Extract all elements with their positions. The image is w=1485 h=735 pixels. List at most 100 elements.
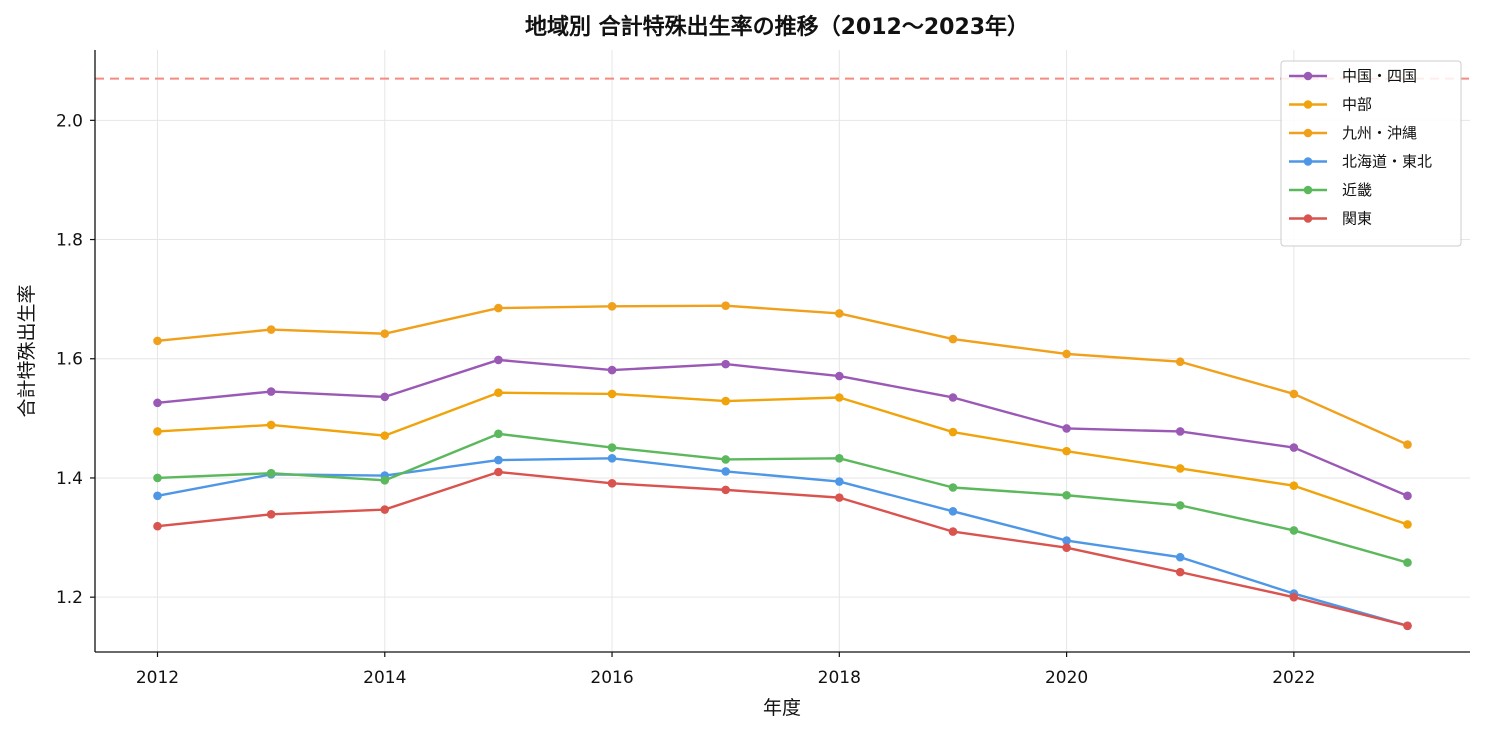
data-point	[948, 334, 958, 344]
data-point	[1289, 481, 1299, 491]
series-0	[153, 355, 1412, 501]
legend-label: 近畿	[1342, 181, 1372, 199]
data-point	[835, 477, 844, 486]
data-point	[1403, 491, 1412, 501]
legend-label: 北海道・東北	[1342, 153, 1432, 171]
data-point	[1289, 526, 1299, 535]
x-tick-label: 2020	[1045, 668, 1088, 688]
series-1	[153, 388, 1412, 529]
y-tick-label: 1.2	[56, 588, 83, 608]
series-line	[157, 457, 1408, 627]
data-point	[1289, 592, 1299, 602]
data-point	[948, 427, 958, 437]
legend-item: 関東	[1289, 210, 1372, 228]
series-line	[157, 304, 1408, 446]
legend-label: 関東	[1342, 210, 1372, 228]
data-point	[607, 479, 617, 488]
legend-item: 近畿	[1289, 181, 1372, 199]
axes	[94, 50, 1470, 653]
data-point	[1062, 446, 1071, 456]
data-point	[153, 336, 162, 346]
series-line	[157, 470, 1408, 627]
data-point	[835, 371, 844, 381]
data-point	[1062, 543, 1071, 552]
data-point	[494, 429, 503, 439]
data-point	[607, 301, 617, 311]
series-group	[153, 301, 1412, 631]
data-point	[721, 359, 730, 369]
data-point	[266, 325, 276, 334]
data-point	[948, 507, 958, 516]
data-point	[494, 355, 503, 365]
legend-item: 中部	[1289, 96, 1372, 114]
data-point	[1175, 464, 1185, 473]
legend-swatch-marker	[1303, 128, 1313, 138]
data-point	[1062, 424, 1071, 433]
legend-item: 九州・沖縄	[1289, 124, 1417, 142]
x-axis-label: 年度	[763, 697, 801, 719]
data-point	[1403, 440, 1412, 449]
data-point	[1403, 558, 1412, 567]
y-tick-label: 1.4	[56, 469, 83, 489]
legend-label: 中部	[1342, 96, 1372, 114]
data-point	[1175, 427, 1185, 436]
data-point	[1403, 621, 1412, 631]
series-line	[157, 358, 1408, 497]
series-line	[157, 432, 1408, 564]
x-tick-label: 2018	[818, 668, 861, 688]
data-point	[380, 476, 390, 485]
legend-swatch-marker	[1303, 185, 1313, 195]
data-point	[1175, 552, 1185, 562]
data-point	[835, 493, 844, 502]
data-point	[835, 453, 844, 463]
legend-label: 中国・四国	[1342, 67, 1417, 85]
data-point	[266, 420, 276, 430]
data-point	[153, 398, 162, 408]
ticks: 2012 2014 2016 2018 2020 2022 1.2 1.4 1.6 1.8 2.0	[56, 111, 1316, 688]
y-tick-label: 1.6	[56, 350, 83, 370]
data-point	[607, 443, 617, 452]
data-point	[1289, 389, 1299, 399]
series-3	[153, 453, 1412, 631]
data-point	[721, 301, 730, 311]
legend-label: 九州・沖縄	[1342, 124, 1417, 142]
x-tick-label: 2022	[1272, 668, 1315, 688]
y-axis-label: 合計特殊出生率	[16, 284, 38, 417]
data-point	[948, 527, 958, 536]
legend-swatch-marker	[1303, 157, 1313, 166]
data-point	[721, 455, 730, 464]
data-point	[721, 396, 730, 406]
data-point	[380, 392, 390, 402]
data-point	[721, 467, 730, 476]
series-4	[153, 429, 1412, 567]
data-point	[153, 427, 162, 436]
data-point	[607, 453, 617, 463]
data-point	[948, 483, 958, 492]
y-tick-label: 1.8	[56, 231, 83, 251]
data-point	[380, 329, 390, 339]
data-point	[721, 485, 730, 495]
legend-item: 中国・四国	[1289, 67, 1417, 85]
x-tick-label: 2016	[590, 668, 633, 688]
grid-lines	[95, 50, 1470, 652]
data-point	[607, 389, 617, 399]
data-point	[153, 491, 162, 501]
y-tick-label: 2.0	[56, 111, 83, 131]
legend-swatch-marker	[1303, 71, 1313, 81]
data-point	[153, 521, 162, 531]
legend-item: 北海道・東北	[1289, 153, 1432, 171]
data-point	[494, 455, 503, 465]
data-point	[494, 388, 503, 398]
data-point	[153, 473, 162, 483]
data-point	[380, 431, 390, 440]
series-line	[157, 391, 1408, 526]
data-point	[1062, 349, 1071, 359]
data-point	[266, 468, 276, 478]
x-tick-label: 2014	[363, 668, 406, 688]
data-point	[835, 393, 844, 402]
series-2	[153, 301, 1412, 449]
data-point	[835, 309, 844, 318]
data-point	[266, 510, 276, 519]
chart-title: 地域別 合計特殊出生率の推移（2012〜2023年）	[525, 14, 1029, 40]
